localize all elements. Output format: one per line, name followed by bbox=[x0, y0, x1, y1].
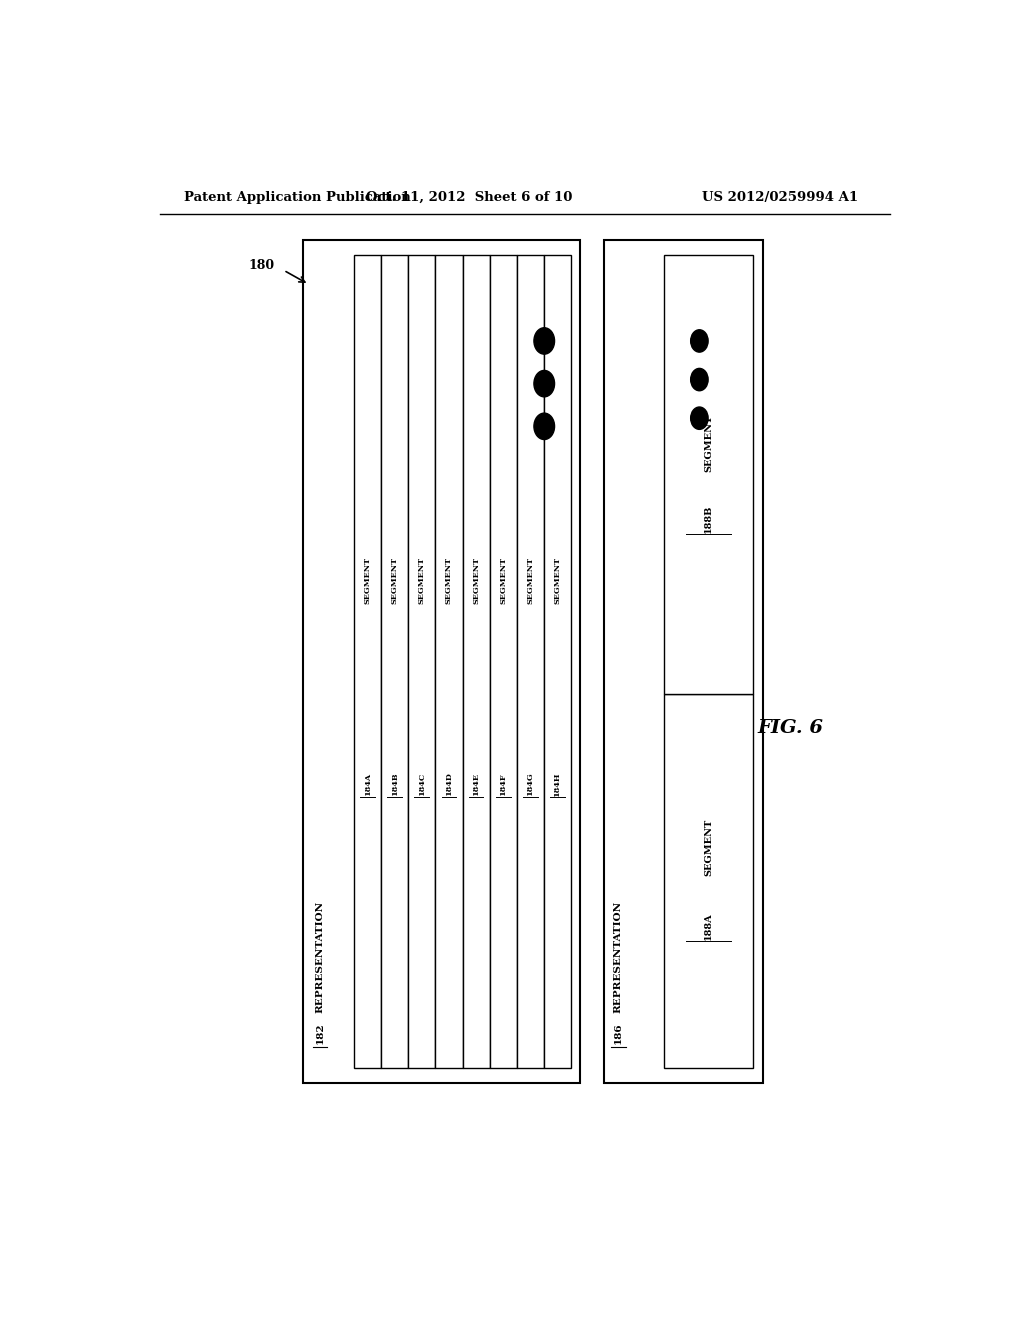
Text: SEGMENT: SEGMENT bbox=[705, 818, 713, 876]
Circle shape bbox=[534, 371, 555, 397]
Text: 184C: 184C bbox=[418, 772, 426, 795]
Text: 182: 182 bbox=[315, 1022, 325, 1044]
Text: Patent Application Publication: Patent Application Publication bbox=[183, 190, 411, 203]
Text: 184H: 184H bbox=[553, 771, 561, 796]
Text: 184B: 184B bbox=[391, 772, 398, 795]
Text: Oct. 11, 2012  Sheet 6 of 10: Oct. 11, 2012 Sheet 6 of 10 bbox=[366, 190, 572, 203]
Bar bbox=[664, 694, 754, 1068]
Circle shape bbox=[690, 407, 709, 429]
Text: SEGMENT: SEGMENT bbox=[526, 557, 535, 603]
Text: FIG. 6: FIG. 6 bbox=[758, 718, 823, 737]
Text: 184G: 184G bbox=[526, 772, 535, 796]
Text: SEGMENT: SEGMENT bbox=[418, 557, 426, 603]
Text: 188B: 188B bbox=[705, 504, 713, 532]
Text: 184E: 184E bbox=[472, 772, 480, 795]
Text: 186: 186 bbox=[614, 1022, 623, 1044]
Text: SEGMENT: SEGMENT bbox=[364, 557, 372, 603]
Bar bbox=[544, 255, 570, 1068]
Bar bbox=[664, 255, 754, 694]
Bar bbox=[409, 255, 435, 1068]
Bar bbox=[303, 240, 581, 1084]
Bar bbox=[604, 240, 763, 1084]
Bar bbox=[489, 255, 517, 1068]
Text: SEGMENT: SEGMENT bbox=[553, 557, 561, 603]
Text: SEGMENT: SEGMENT bbox=[499, 557, 507, 603]
Circle shape bbox=[690, 330, 709, 352]
Text: REPRESENTATION: REPRESENTATION bbox=[614, 900, 623, 1012]
Text: 184D: 184D bbox=[445, 772, 453, 796]
Bar bbox=[517, 255, 544, 1068]
Text: SEGMENT: SEGMENT bbox=[705, 414, 713, 473]
Text: SEGMENT: SEGMENT bbox=[391, 557, 398, 603]
Circle shape bbox=[534, 327, 555, 354]
Text: 184A: 184A bbox=[364, 772, 372, 795]
Text: US 2012/0259994 A1: US 2012/0259994 A1 bbox=[702, 190, 858, 203]
Circle shape bbox=[534, 413, 555, 440]
Text: REPRESENTATION: REPRESENTATION bbox=[315, 900, 325, 1012]
Text: 180: 180 bbox=[249, 259, 274, 272]
Circle shape bbox=[690, 368, 709, 391]
Text: SEGMENT: SEGMENT bbox=[445, 557, 453, 603]
Bar bbox=[463, 255, 489, 1068]
Text: 184F: 184F bbox=[499, 772, 507, 795]
Text: SEGMENT: SEGMENT bbox=[472, 557, 480, 603]
Text: 188A: 188A bbox=[705, 912, 713, 940]
Bar bbox=[435, 255, 463, 1068]
Bar bbox=[354, 255, 381, 1068]
Bar bbox=[381, 255, 409, 1068]
